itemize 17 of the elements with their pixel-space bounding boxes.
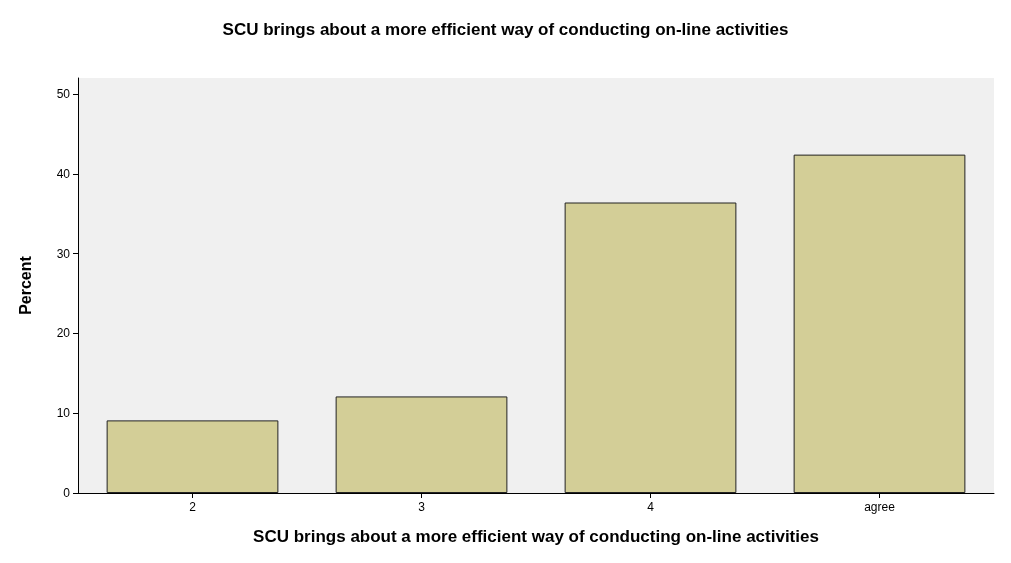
y-axis-title: Percent — [16, 255, 34, 315]
bar — [335, 396, 508, 493]
y-tick-label: 40 — [56, 166, 71, 181]
bar — [564, 202, 737, 493]
y-tick-label: 0 — [63, 486, 71, 500]
x-tick-label: agree — [864, 500, 896, 514]
x-tick-label: 3 — [418, 500, 426, 514]
x-tick-label: 4 — [647, 500, 655, 514]
x-tick-label: 2 — [189, 500, 197, 514]
y-tick-label: 20 — [56, 326, 71, 341]
bar — [793, 154, 966, 493]
y-tick-label: 10 — [56, 406, 71, 421]
chart-title: SCU brings about a more efficient way of conducting on-line activities — [222, 20, 789, 39]
y-tick-label: 30 — [56, 246, 71, 261]
x-axis-title: SCU brings about a more efficient way of conducting on-line activities — [253, 527, 819, 546]
y-tick-label: 50 — [56, 86, 71, 101]
bar — [106, 420, 279, 493]
